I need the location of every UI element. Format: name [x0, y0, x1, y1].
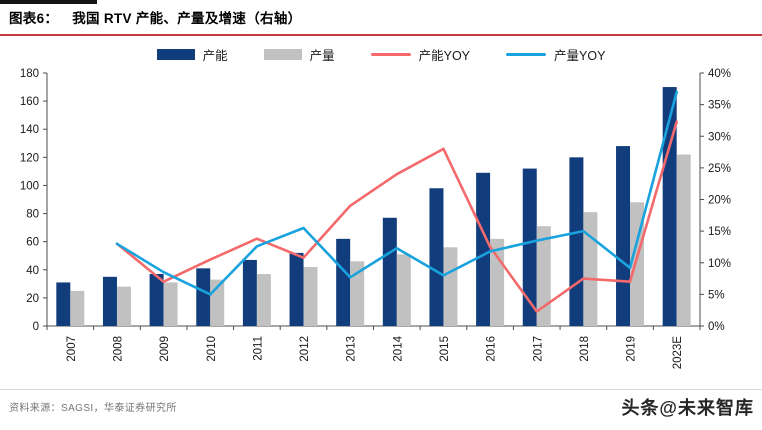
bar-产能-2023E: [662, 87, 677, 326]
bar-产量-2015: [443, 247, 458, 326]
bar-产量-2007: [70, 290, 85, 326]
x-axis-category-label: 2023E: [672, 336, 684, 370]
bar-产量-2013: [350, 261, 365, 326]
legend-label-capacity: 产能: [202, 49, 228, 63]
source-note: 资料来源：SAGSI，华泰证券研究所: [9, 403, 177, 414]
x-axis-category-label: 2018: [579, 336, 591, 362]
bar-产能-2018: [569, 157, 584, 326]
left-axis-tick-label: 20: [26, 293, 39, 305]
x-axis-category-label: 2019: [626, 336, 638, 362]
left-axis-tick-label: 100: [20, 180, 39, 192]
left-axis-tick-label: 120: [20, 152, 39, 164]
right-axis-tick-label: 30%: [708, 131, 731, 143]
watermark-text: 头条@未来智库: [621, 398, 754, 418]
bar-产能-2008: [102, 276, 117, 326]
chart-legend: 产能 产量 产能YOY 产量YOY: [0, 45, 762, 64]
left-axis-tick-label: 180: [20, 68, 39, 80]
bar-产量-2014: [396, 254, 411, 326]
right-axis-tick-label: 20%: [708, 195, 731, 207]
bar-产能-2010: [196, 268, 211, 326]
x-axis-category-label: 2014: [392, 335, 404, 361]
line-产能YOY: [115, 120, 679, 313]
x-axis-category-label: 2007: [66, 336, 78, 362]
legend-item-production-yoy: 产量YOY: [506, 45, 605, 64]
right-axis-tick-label: 15%: [708, 226, 731, 238]
right-axis-tick-label: 40%: [708, 68, 731, 80]
legend-label-production-yoy: 产量YOY: [554, 49, 606, 63]
x-axis-category-label: 2010: [206, 336, 218, 362]
right-axis-tick-label: 0%: [708, 321, 725, 333]
x-axis-category-label: 2009: [159, 336, 171, 362]
legend-label-capacity-yoy: 产能YOY: [418, 49, 471, 63]
right-axis-tick-label: 10%: [708, 258, 731, 270]
legend-swatch-production: [263, 49, 302, 60]
bar-产能-2009: [149, 273, 164, 326]
figure-number-label: 图表6：: [9, 11, 59, 26]
x-axis-category-label: 2011: [252, 336, 264, 361]
bar-产量-2019: [630, 202, 645, 326]
left-axis-tick-label: 160: [20, 96, 39, 108]
line-产量YOY: [115, 90, 679, 296]
figure-title: 图表6： 我国 RTV 产能、产量及增速（右轴）: [0, 7, 762, 36]
x-axis-category-label: 2016: [486, 336, 498, 362]
combo-chart: 0 20 40 60 80 100 120 140 160 180 0% 5% 10% 15% 20% 25%…: [20, 68, 731, 370]
figure-title-text: 我国 RTV 产能、产量及增速（右轴）: [72, 11, 302, 26]
bar-产量-2008: [116, 286, 131, 326]
left-axis-tick-label: 80: [26, 209, 39, 221]
x-axis-category-label: 2008: [112, 336, 124, 362]
bar-产能-2015: [429, 188, 444, 326]
bar-产量-2018: [583, 212, 598, 326]
right-axis-tick-label: 25%: [708, 163, 731, 175]
bar-产能-2019: [616, 146, 631, 326]
left-axis-tick-label: 40: [26, 265, 39, 277]
right-axis-tick-label: 5%: [708, 289, 725, 301]
bar-产能-2011: [242, 259, 257, 326]
x-axis-category-label: 2013: [346, 336, 358, 362]
x-axis-category-label: 2015: [439, 336, 451, 362]
legend-swatch-capacity: [156, 49, 195, 60]
bar-产量-2023E: [676, 154, 691, 326]
legend-item-capacity-yoy: 产能YOY: [370, 45, 471, 64]
legend-swatch-production-yoy: [506, 53, 547, 56]
right-axis-tick-label: 35%: [708, 100, 731, 112]
bar-产量-2011: [256, 273, 271, 326]
legend-item-capacity: 产能: [156, 45, 228, 64]
bar-产量-2009: [163, 282, 178, 326]
x-axis-category-label: 2012: [299, 336, 311, 362]
bar-产量-2017: [536, 226, 551, 326]
x-axis-category-label: 2017: [532, 336, 544, 362]
bar-产能-2013: [336, 238, 351, 326]
top-accent-bar: [0, 0, 97, 4]
legend-label-production: 产量: [309, 49, 335, 63]
bar-产量-2012: [303, 266, 318, 326]
left-axis-tick-label: 60: [26, 237, 39, 249]
bar-产能-2012: [289, 252, 304, 326]
legend-swatch-capacity-yoy: [370, 53, 411, 56]
left-axis-tick-label: 0: [33, 321, 39, 333]
bar-产能-2016: [476, 172, 491, 326]
bar-产能-2007: [56, 282, 71, 326]
bar-产能-2017: [522, 168, 537, 326]
legend-item-production: 产量: [263, 45, 335, 64]
left-axis-tick-label: 140: [20, 124, 39, 136]
figure-footer: 资料来源：SAGSI，华泰证券研究所 头条@未来智库: [0, 389, 762, 430]
bar-产能-2014: [382, 217, 397, 326]
